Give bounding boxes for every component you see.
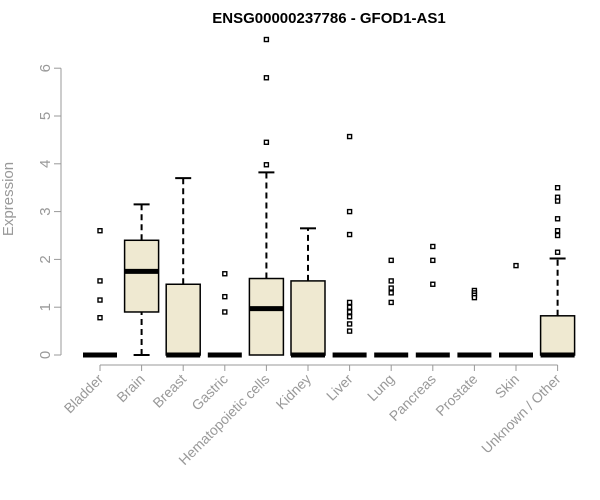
outlier-point xyxy=(554,198,561,204)
box-group xyxy=(123,203,160,356)
outlier-point xyxy=(430,257,436,264)
outlier-point xyxy=(263,139,270,145)
y-tick-label: 0 xyxy=(37,351,54,359)
outlier-point xyxy=(263,162,270,168)
outlier-point xyxy=(346,321,353,327)
y-tick-label: 4 xyxy=(37,160,54,168)
outlier-point xyxy=(222,271,228,277)
x-tick-label: Brain xyxy=(113,371,147,405)
outlier-point xyxy=(222,293,228,300)
outlier-point xyxy=(554,228,561,234)
chart-title: ENSG00000237786 - GFOD1-AS1 xyxy=(212,10,445,27)
outlier-point xyxy=(388,290,394,296)
outlier-point xyxy=(430,243,436,250)
box-series xyxy=(83,36,576,358)
box-group xyxy=(499,262,533,358)
outlier-point xyxy=(346,309,353,315)
box-group xyxy=(374,257,409,358)
x-tick-label: Bladder xyxy=(61,371,107,417)
outlier-point xyxy=(471,294,478,301)
box-body xyxy=(248,277,285,356)
outlier-point xyxy=(222,309,228,315)
box-body xyxy=(290,280,326,356)
outlier-point xyxy=(346,231,353,238)
box-body xyxy=(165,283,201,356)
x-tick-label: Unknown / Other xyxy=(478,371,564,457)
outlier-point xyxy=(97,228,103,234)
outlier-point xyxy=(554,184,561,191)
box-group xyxy=(83,228,117,358)
box-group xyxy=(415,243,450,358)
outlier-point xyxy=(346,304,353,310)
y-axis: 0 1 2 3 4 5 6 xyxy=(37,64,62,359)
x-tick-label: Lung xyxy=(364,371,397,404)
outlier-point xyxy=(554,216,561,222)
x-tick-label: Liver xyxy=(323,371,356,404)
y-axis-label: Expression xyxy=(0,162,17,236)
outlier-point xyxy=(346,314,353,320)
outlier-point xyxy=(513,262,519,269)
outlier-point xyxy=(346,133,353,140)
box-group xyxy=(207,271,242,358)
outlier-point xyxy=(97,278,103,284)
outlier-point xyxy=(430,281,436,287)
outlier-point xyxy=(346,328,353,334)
outlier-point xyxy=(388,285,394,291)
outlier-point xyxy=(388,299,394,306)
y-tick-label: 1 xyxy=(37,303,54,311)
outlier-point xyxy=(346,208,353,215)
outlier-point xyxy=(554,249,561,255)
y-tick-label: 6 xyxy=(37,64,54,72)
outlier-point xyxy=(97,315,103,321)
outlier-point xyxy=(346,299,353,306)
box-group xyxy=(457,287,492,358)
outlier-point xyxy=(263,75,270,81)
box-group xyxy=(248,36,285,356)
x-tick-label: Skin xyxy=(492,371,523,402)
box-group xyxy=(539,184,576,358)
outlier-point xyxy=(554,232,561,239)
box-body xyxy=(123,239,160,313)
y-tick-label: 3 xyxy=(37,207,54,215)
outlier-point xyxy=(388,278,394,284)
y-tick-label: 5 xyxy=(37,112,54,120)
outlier-point xyxy=(388,257,394,264)
outlier-point xyxy=(97,297,103,303)
x-tick-label: Prostate xyxy=(432,371,480,419)
outlier-point xyxy=(263,36,270,43)
box-group xyxy=(290,227,326,358)
box-group xyxy=(332,133,367,358)
y-tick-label: 2 xyxy=(37,255,54,263)
x-tick-label: Breast xyxy=(149,371,189,411)
box-body xyxy=(539,315,576,356)
box-group xyxy=(165,177,201,358)
x-tick-label: Kidney xyxy=(273,371,315,413)
